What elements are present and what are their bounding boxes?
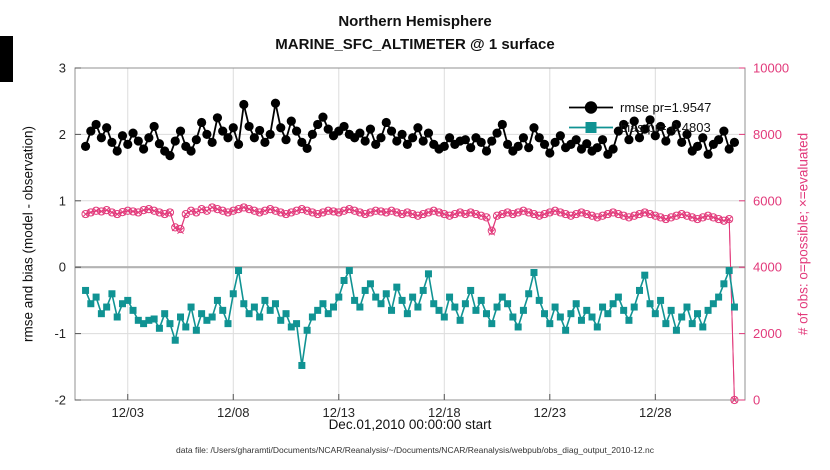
series-bias	[82, 267, 738, 369]
legend: rmse pr=1.9547 bias pr=-0.4803	[568, 99, 711, 136]
svg-text:12/13: 12/13	[323, 405, 356, 420]
svg-text:12/08: 12/08	[217, 405, 250, 420]
svg-text:12/03: 12/03	[111, 405, 144, 420]
svg-text:0: 0	[59, 260, 66, 275]
svg-text:-1: -1	[54, 326, 66, 341]
svg-text:10000: 10000	[753, 61, 789, 76]
svg-text:4000: 4000	[753, 260, 782, 275]
legend-label-bias: bias pr=-0.4803	[620, 120, 711, 135]
svg-text:8000: 8000	[753, 127, 782, 142]
svg-text:12/28: 12/28	[639, 405, 672, 420]
series-rmse	[80, 98, 740, 161]
left-edge-black-artifact	[0, 36, 13, 82]
svg-text:2: 2	[59, 127, 66, 142]
svg-text:12/18: 12/18	[428, 405, 461, 420]
legend-rmse-marker-icon	[569, 101, 613, 114]
svg-text:0: 0	[753, 393, 760, 408]
chart-subtitle: MARINE_SFC_ALTIMETER @ 1 surface	[275, 36, 555, 53]
svg-text:6000: 6000	[753, 193, 782, 208]
chart-title: Northern Hemisphere	[338, 13, 492, 30]
svg-text:1: 1	[59, 193, 66, 208]
axis-ticks-and-labels: 12/03 12/08 12/13 12/18 12/23 12/28 -2 -1 0 1 2 3 0 2…	[54, 61, 789, 421]
data-file-caption: data file: /Users/gharamti/Documents/NCA…	[176, 445, 654, 455]
svg-text:-2: -2	[54, 393, 66, 408]
svg-text:3: 3	[59, 61, 66, 76]
legend-entry-rmse: rmse pr=1.9547	[568, 99, 711, 116]
x-axis-label: Dec.01,2010 00:00:00 start	[328, 417, 492, 432]
series-obs_evaluated	[82, 204, 738, 404]
legend-bias-marker-icon	[569, 122, 613, 133]
axes-box	[74, 67, 746, 401]
legend-entry-bias: bias pr=-0.4803	[568, 119, 711, 136]
legend-label-rmse: rmse pr=1.9547	[620, 100, 712, 115]
svg-text:2000: 2000	[753, 326, 782, 341]
svg-text:12/23: 12/23	[534, 405, 567, 420]
